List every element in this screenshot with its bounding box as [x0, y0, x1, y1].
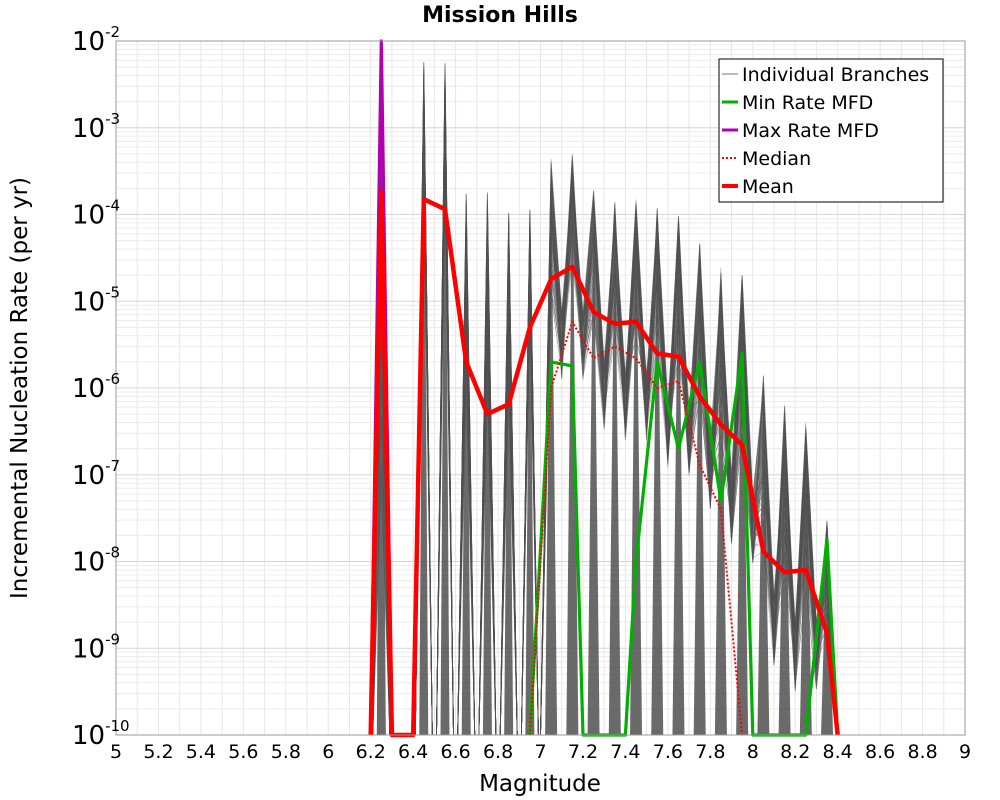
- branch-peak: [693, 240, 706, 735]
- x-tick-label: 6.6: [440, 741, 470, 763]
- branch-peak: [778, 401, 791, 735]
- y-axis-ticks: 10-10 10-9 10-8 10-7 10-6 10-5 10-4 10-3 10-2: [72, 23, 130, 751]
- x-tick-label: 7.6: [653, 741, 683, 763]
- x-tick-label: 6.8: [483, 741, 513, 763]
- y-tick-label: 10-10: [72, 717, 130, 751]
- branch-peak: [482, 192, 492, 736]
- y-tick-label: 10-3: [72, 110, 120, 144]
- branch-peak: [461, 188, 471, 736]
- x-tick-label: 8: [747, 741, 759, 763]
- x-tick-label: 5: [110, 741, 122, 763]
- branch-peak: [566, 153, 579, 735]
- plot-frame: [115, 40, 966, 736]
- branch-peak: [799, 422, 812, 735]
- branch-peak: [440, 60, 450, 736]
- y-tick-label: 10-9: [72, 630, 120, 664]
- chart-title: Mission Hills: [422, 3, 578, 28]
- x-tick-label: 5.4: [186, 741, 216, 763]
- legend-label-max-rate-mfd: Max Rate MFD: [742, 120, 879, 142]
- branch-peak: [376, 41, 386, 735]
- y-tick-label: 10-8: [72, 544, 120, 578]
- mean-line: [368, 190, 840, 738]
- x-tick-label: 7: [534, 741, 546, 763]
- x-tick-label: 5.6: [228, 741, 258, 763]
- x-tick-label: 8.2: [780, 741, 810, 763]
- branch-peak: [672, 214, 685, 735]
- legend-box: [718, 58, 944, 203]
- x-tick-label: 6: [322, 741, 334, 763]
- x-axis-label: Magnitude: [479, 771, 601, 797]
- branch-peak: [736, 275, 749, 735]
- y-tick-label: 10-6: [72, 370, 120, 404]
- branch-peak: [525, 207, 535, 735]
- x-tick-label: 6.4: [398, 741, 428, 763]
- legend-label-min-rate-mfd: Min Rate MFD: [742, 92, 873, 114]
- legend-label-individual-branches: Individual Branches: [742, 64, 929, 86]
- x-tick-label: 7.2: [568, 741, 598, 763]
- branch-peak: [504, 210, 514, 735]
- legend-label-mean: Mean: [742, 176, 794, 198]
- legend-label-median: Median: [742, 148, 811, 170]
- median-line: [528, 320, 744, 736]
- branch-peak: [545, 157, 558, 736]
- x-tick-label: 7.8: [695, 741, 725, 763]
- branch-peak: [587, 188, 600, 736]
- x-tick-label: 6.2: [356, 741, 386, 763]
- y-tick-label: 10-7: [72, 457, 120, 491]
- x-tick-label: 8.4: [823, 741, 853, 763]
- grid: [115, 41, 966, 736]
- branch-peak: [419, 60, 429, 736]
- y-tick-label: 10-5: [72, 283, 120, 317]
- y-tick-label: 10-4: [72, 197, 120, 231]
- x-axis-ticks: 5 5.2 5.4 5.6 5.8 6 6.2 6.4 6.6 6.8 7 7.2 7.4 7.6 7.8 8…: [110, 741, 971, 763]
- x-tick-label: 9: [959, 741, 971, 763]
- y-axis-label: Incremental Nucleation Rate (per yr): [7, 177, 33, 599]
- y-tick-label: 10-2: [72, 23, 120, 57]
- x-tick-label: 8.6: [865, 741, 895, 763]
- branch-peak: [651, 207, 664, 735]
- branch-peak: [608, 199, 621, 735]
- legend: Individual Branches Min Rate MFD Max Rate …: [718, 58, 944, 203]
- x-tick-label: 5.2: [143, 741, 173, 763]
- x-tick-label: 5.8: [271, 741, 301, 763]
- x-tick-label: 8.8: [907, 741, 937, 763]
- x-tick-label: 7.4: [610, 741, 640, 763]
